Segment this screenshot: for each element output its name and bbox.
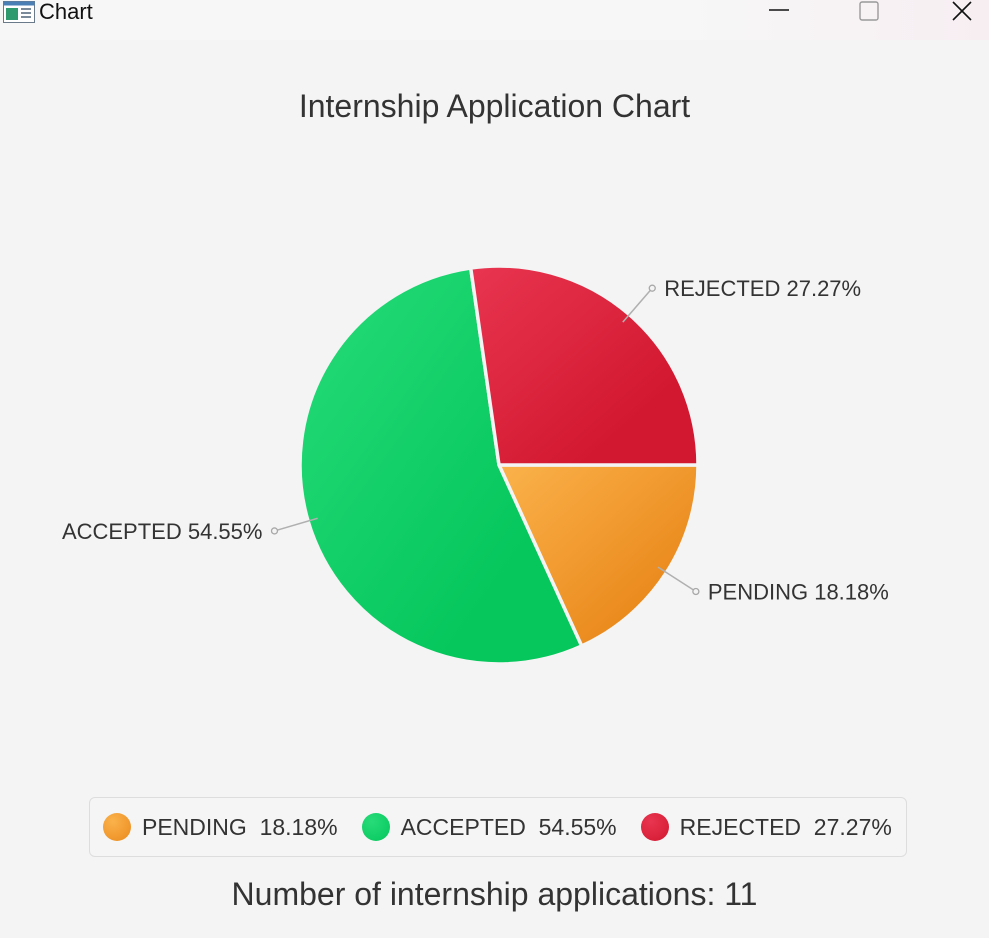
leader-line-pending — [657, 566, 697, 593]
window-title: Chart — [39, 0, 93, 24]
window-titlebar: Chart — [0, 0, 989, 40]
legend-item-pending: PENDING 18.18% — [103, 813, 338, 841]
chart-legend: PENDING 18.18% ACCEPTED 54.55% REJECTED … — [89, 797, 907, 857]
application-count: Number of internship applications: 11 — [231, 876, 758, 912]
legend-label-accepted: ACCEPTED 54.55% — [400, 813, 617, 840]
close-icon — [952, 1, 972, 21]
chart-title: Internship Application Chart — [298, 88, 691, 124]
slice-label-pending: PENDING 18.18% — [708, 580, 889, 605]
legend-label-pending: PENDING 18.18% — [142, 813, 338, 840]
legend-swatch-accepted — [361, 813, 390, 841]
maximize-icon — [859, 1, 879, 21]
legend-item-rejected: REJECTED 27.27% — [640, 813, 892, 841]
close-button[interactable] — [939, 0, 985, 26]
slice-label-accepted: ACCEPTED 54.55% — [62, 519, 263, 544]
leader-dot-pending — [692, 587, 700, 596]
slice-label-rejected: REJECTED 27.27% — [664, 276, 861, 301]
minimize-icon — [769, 9, 789, 11]
legend-item-accepted: ACCEPTED 54.55% — [361, 813, 617, 841]
legend-swatch-pending — [103, 813, 131, 841]
leader-dot-rejected — [648, 284, 656, 292]
leader-line-accepted — [274, 517, 318, 532]
minimize-button[interactable] — [756, 0, 802, 26]
app-icon — [3, 1, 35, 23]
leader-line-rejected — [622, 287, 653, 323]
legend-label-rejected: REJECTED 27.27% — [679, 813, 892, 840]
maximize-button[interactable] — [846, 0, 892, 26]
legend-swatch-rejected — [640, 813, 669, 841]
leader-dot-accepted — [270, 527, 279, 535]
